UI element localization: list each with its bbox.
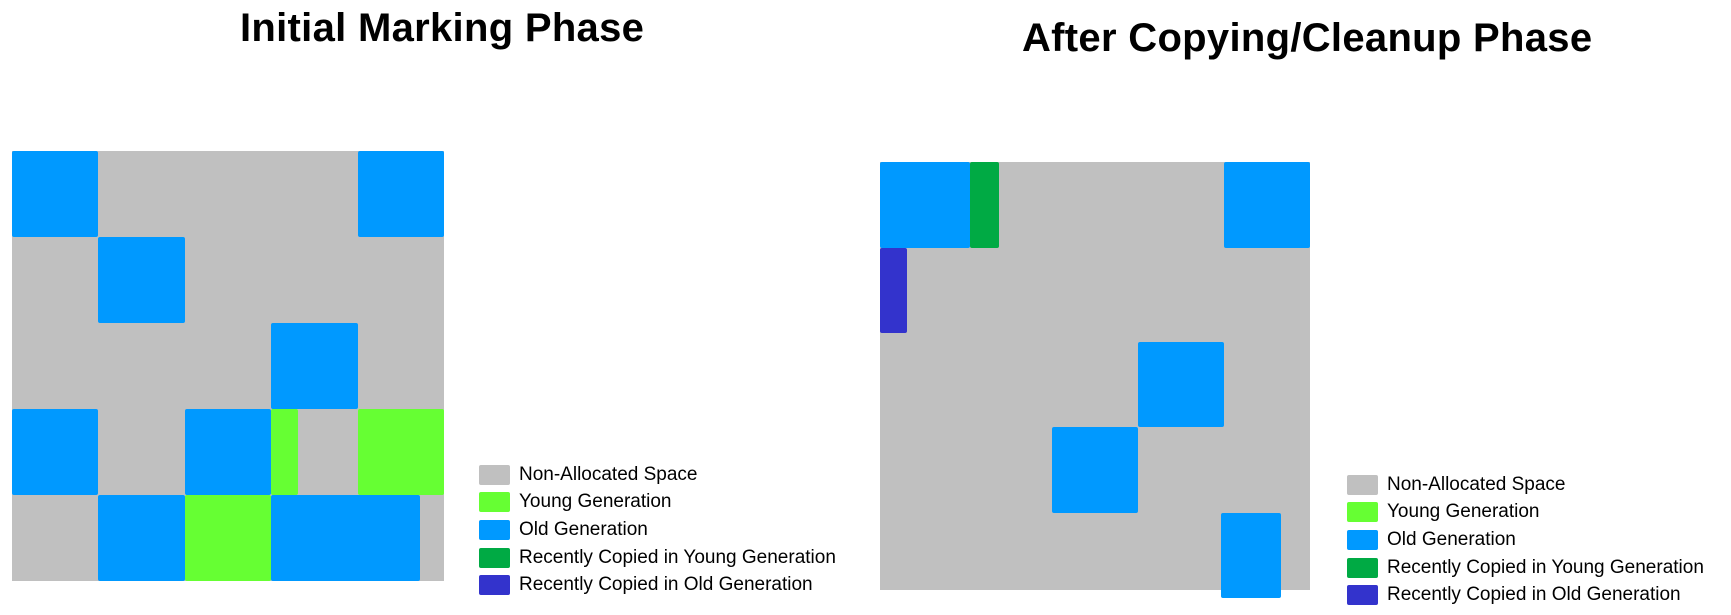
legend-item: Recently Copied in Young Generation: [479, 544, 836, 572]
heap-region-old: [12, 409, 99, 495]
heap-region-old: [271, 495, 420, 581]
legend-item: Old Generation: [479, 516, 836, 544]
legend-label: Old Generation: [519, 518, 648, 540]
legend-label: Old Generation: [1387, 528, 1516, 550]
legend-swatch: [479, 547, 510, 568]
heap-region-copied-young: [970, 162, 999, 248]
legend-item: Recently Copied in Old Generation: [1347, 581, 1704, 609]
heap-region-old: [98, 495, 185, 581]
legend-label: Recently Copied in Young Generation: [1387, 556, 1704, 578]
heap-region-old: [1224, 162, 1310, 248]
legend: Non-Allocated Space Young Generation Old G…: [479, 461, 836, 599]
legend-label: Non-Allocated Space: [1387, 473, 1566, 495]
legend-item: Young Generation: [1347, 499, 1704, 527]
heap-region-old: [12, 151, 99, 237]
heap-region-young: [271, 409, 298, 495]
legend-swatch: [479, 492, 510, 513]
heap-region-old: [357, 151, 444, 237]
panel-initial-marking: Initial Marking Phase Non-Allocated Spac…: [12, 6, 836, 599]
legend-swatch: [1347, 502, 1378, 523]
legend-label: Non-Allocated Space: [519, 463, 698, 485]
legend-swatch: [479, 464, 510, 485]
panel-after-copying: After Copying/Cleanup Phase Non-Allocate…: [870, 0, 1731, 615]
legend-label: Recently Copied in Young Generation: [519, 546, 836, 568]
phase-title: After Copying/Cleanup Phase: [1022, 16, 1593, 60]
legend-swatch: [1347, 529, 1378, 550]
legend-swatch: [479, 575, 510, 596]
legend-label: Young Generation: [519, 491, 672, 513]
heap-region-old: [98, 237, 185, 323]
phase-title: Initial Marking Phase: [240, 6, 645, 50]
legend-label: Recently Copied in Old Generation: [1387, 584, 1681, 606]
legend: Non-Allocated Space Young Generation Old G…: [1347, 471, 1704, 609]
heap-region-young: [357, 409, 444, 495]
heap-grid: [880, 162, 1310, 598]
legend-swatch: [479, 519, 510, 540]
legend-item: Young Generation: [479, 489, 836, 517]
legend-label: Recently Copied in Old Generation: [519, 574, 813, 596]
legend-item: Non-Allocated Space: [479, 461, 836, 489]
heap-region-copied-old: [880, 247, 907, 334]
legend-swatch: [1347, 474, 1378, 495]
legend-swatch: [1347, 585, 1378, 606]
legend-item: Non-Allocated Space: [1347, 471, 1704, 499]
heap-region-old: [271, 323, 358, 409]
legend-item: Old Generation: [1347, 526, 1704, 554]
heap-region-old: [1052, 427, 1138, 513]
heap-region-old: [880, 162, 971, 248]
heap-grid: [12, 151, 444, 581]
legend-item: Recently Copied in Young Generation: [1347, 554, 1704, 582]
heap-region-old: [184, 409, 272, 495]
legend-swatch: [1347, 557, 1378, 578]
legend-label: Young Generation: [1387, 501, 1540, 523]
heap-region-old: [1220, 512, 1281, 598]
legend-item: Recently Copied in Old Generation: [479, 571, 836, 599]
heap-region-young: [184, 495, 272, 581]
heap-region-old: [1138, 341, 1224, 428]
